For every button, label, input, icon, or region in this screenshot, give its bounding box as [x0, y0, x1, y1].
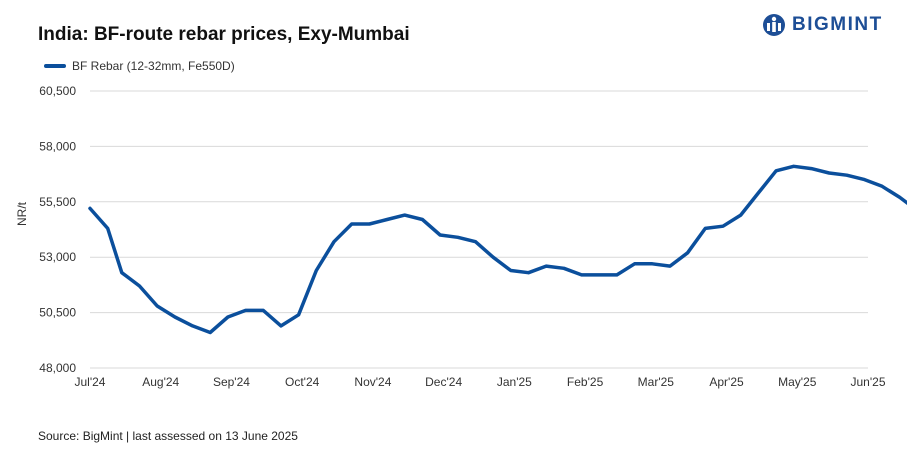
source-footer: Source: BigMint | last assessed on 13 Ju…	[38, 429, 298, 443]
y-tick-label: 58,000	[39, 139, 76, 153]
legend: BF Rebar (12-32mm, Fe550D)	[44, 59, 235, 73]
x-tick-label: Apr'25	[709, 375, 744, 389]
legend-swatch	[44, 64, 66, 68]
bigmint-logo: BIGMINT	[762, 12, 883, 38]
x-tick-label: Jun'25	[851, 375, 886, 389]
series-line-bf-rebar	[88, 164, 907, 335]
bigmint-logo-icon	[763, 14, 785, 36]
y-tick-label: 53,000	[39, 250, 76, 264]
x-tick-label: May'25	[778, 375, 817, 389]
x-tick-label: Aug'24	[142, 375, 179, 389]
logo-text: BIGMINT	[792, 14, 883, 35]
y-axis-ticks: 48,000 50,500 53,000 55,500 58,000 60,500	[39, 84, 76, 375]
y-axis-label: NR/t	[15, 201, 29, 226]
y-tick-label: 60,500	[39, 84, 76, 98]
x-tick-label: Nov'24	[354, 375, 391, 389]
y-tick-label: 48,000	[39, 361, 76, 375]
legend-label: BF Rebar (12-32mm, Fe550D)	[72, 59, 235, 73]
chart-title: India: BF-route rebar prices, Exy-Mumbai	[38, 24, 410, 45]
y-tick-label: 50,500	[39, 306, 76, 320]
x-tick-label: Jan'25	[497, 375, 532, 389]
x-tick-label: Oct'24	[285, 375, 320, 389]
x-tick-label: Sep'24	[213, 375, 250, 389]
x-tick-label: Jul'24	[75, 375, 106, 389]
y-tick-label: 55,500	[39, 195, 76, 209]
x-axis-ticks: Jul'24 Aug'24 Sep'24 Oct'24 Nov'24 Dec'24 Jan'…	[75, 375, 886, 389]
grid-lines	[90, 90, 868, 369]
x-tick-label: Dec'24	[425, 375, 462, 389]
x-tick-label: Mar'25	[638, 375, 675, 389]
x-tick-label: Feb'25	[567, 375, 604, 389]
